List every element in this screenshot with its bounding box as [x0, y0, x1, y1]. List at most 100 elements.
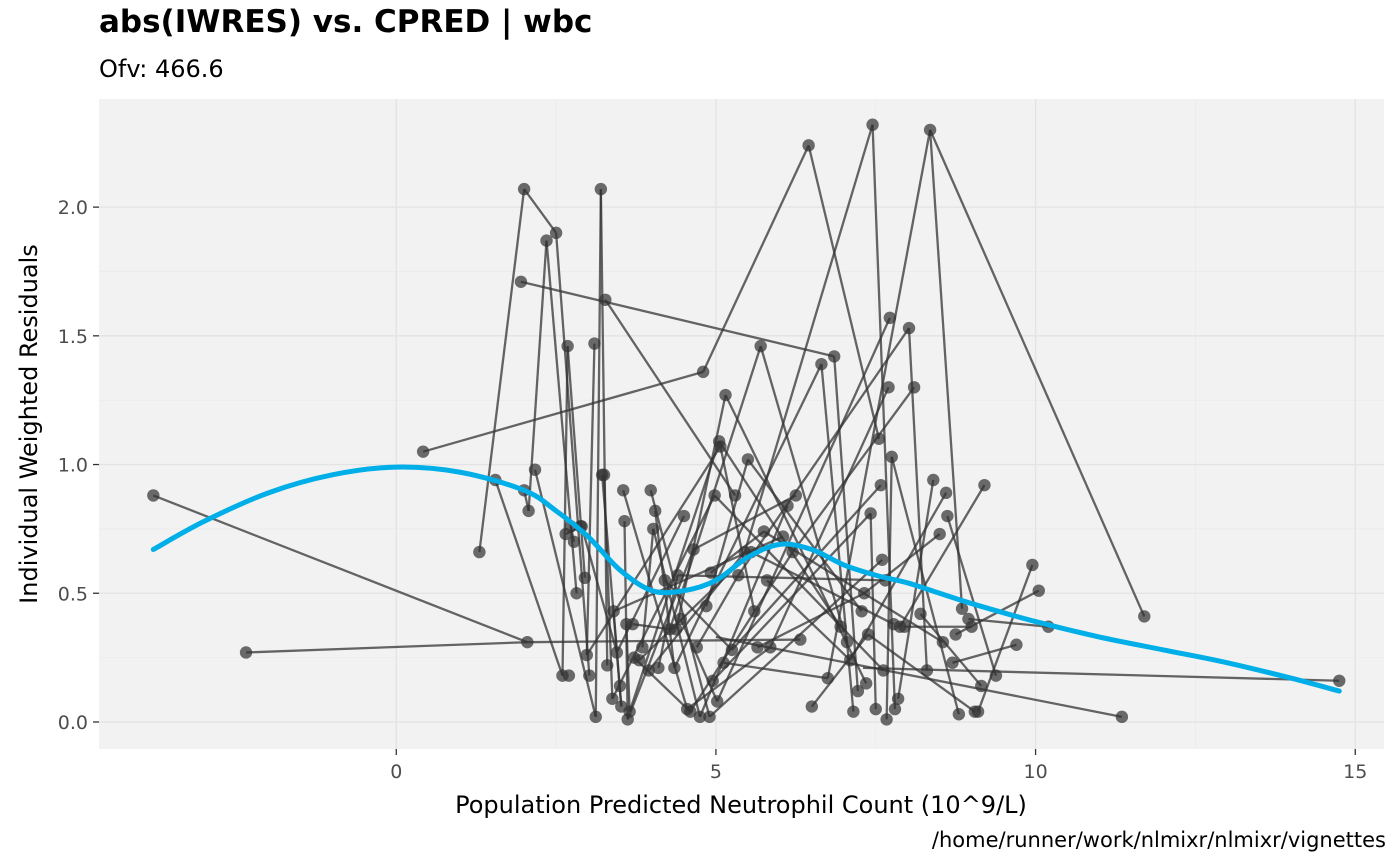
data-point	[708, 489, 721, 502]
data-point	[1138, 610, 1151, 623]
data-point	[684, 705, 697, 718]
data-point	[549, 226, 563, 240]
data-point	[949, 628, 962, 641]
data-point	[864, 507, 877, 520]
data-point	[869, 702, 882, 716]
data-point	[623, 705, 636, 718]
data-point	[859, 677, 873, 690]
connecting-line	[245, 641, 528, 654]
data-point	[561, 339, 574, 353]
data-point	[834, 620, 847, 633]
connecting-line	[679, 618, 719, 702]
data-point	[866, 118, 879, 131]
connecting-line	[919, 613, 983, 687]
data-point	[696, 365, 710, 379]
data-point	[703, 710, 716, 724]
connecting-line	[871, 124, 897, 710]
connecting-line	[946, 515, 998, 676]
x-tick-label: 5	[710, 761, 722, 783]
data-point	[952, 708, 966, 721]
data-point	[1115, 710, 1129, 724]
data-point	[562, 669, 576, 682]
connecting-line	[968, 617, 1049, 628]
data-point	[941, 509, 954, 523]
connecting-line	[710, 530, 765, 574]
data-point	[522, 504, 535, 518]
connecting-line	[896, 479, 935, 699]
connecting-line	[554, 232, 591, 676]
data-point	[583, 669, 596, 682]
data-point	[580, 648, 593, 662]
connecting-line	[422, 370, 704, 453]
connecting-line	[746, 458, 863, 612]
data-point	[670, 623, 683, 636]
data-point	[978, 478, 991, 492]
data-point	[642, 664, 656, 677]
data-point	[840, 635, 854, 649]
connecting-line	[826, 129, 932, 679]
data-point	[658, 574, 671, 587]
data-point	[936, 635, 950, 649]
connecting-line	[594, 189, 603, 717]
data-point	[855, 605, 868, 618]
connecting-line	[715, 635, 1123, 718]
connecting-line	[716, 317, 891, 702]
data-point	[955, 602, 969, 615]
source-path-caption: /home/runner/work/nlmixr/nlmixr/vignette…	[931, 828, 1386, 852]
data-point	[927, 473, 940, 487]
data-point	[714, 440, 727, 453]
data-point	[588, 337, 601, 350]
y-tick-label: 0.0	[58, 712, 88, 734]
connecting-line	[810, 633, 869, 708]
connecting-line	[731, 484, 882, 651]
data-point	[626, 617, 640, 631]
data-point	[748, 605, 761, 618]
data-point	[613, 679, 627, 693]
connecting-line	[750, 551, 895, 626]
data-point	[965, 620, 978, 633]
data-point	[578, 571, 592, 585]
connecting-line	[625, 624, 631, 712]
connecting-line	[885, 456, 893, 720]
connecting-line	[520, 280, 835, 358]
data-point	[416, 445, 430, 458]
data-point	[597, 468, 611, 482]
data-point	[875, 553, 889, 566]
data-point	[1333, 674, 1346, 687]
data-point	[757, 525, 771, 538]
data-point	[570, 587, 583, 600]
connecting-line	[702, 144, 810, 373]
data-point	[647, 522, 660, 536]
connecting-line	[152, 494, 528, 644]
connecting-line	[632, 623, 671, 631]
connecting-line	[869, 513, 877, 710]
axis-ticks: 0 5 10 15 0.0 0.5 1.0 1.5 2.0	[58, 197, 1368, 783]
connecting-line	[952, 643, 1017, 664]
smooth-curve	[150, 464, 1342, 694]
data-point	[711, 695, 724, 708]
data-point	[781, 499, 794, 512]
data-point	[786, 545, 799, 559]
connecting-line	[585, 343, 596, 656]
data-point	[671, 569, 684, 582]
data-point	[674, 612, 687, 626]
data-point	[789, 489, 803, 502]
connecting-line	[478, 188, 526, 553]
data-point	[514, 275, 528, 288]
x-tick-label: 15	[1343, 761, 1367, 783]
data-point	[764, 641, 777, 654]
y-tick-label: 1.0	[58, 455, 88, 477]
data-point	[567, 535, 581, 548]
data-point	[882, 381, 895, 394]
chart-title: abs(IWRES) vs. CPRED | wbc	[99, 4, 593, 40]
connecting-line	[561, 346, 569, 676]
data-point	[741, 453, 755, 466]
data-point	[717, 656, 730, 669]
y-tick-label: 1.5	[58, 326, 88, 348]
data-point	[805, 700, 819, 713]
data-point	[704, 566, 718, 579]
data-point	[847, 705, 860, 718]
data-point	[239, 646, 253, 659]
connecting-line	[899, 484, 986, 628]
data-point	[939, 486, 953, 500]
